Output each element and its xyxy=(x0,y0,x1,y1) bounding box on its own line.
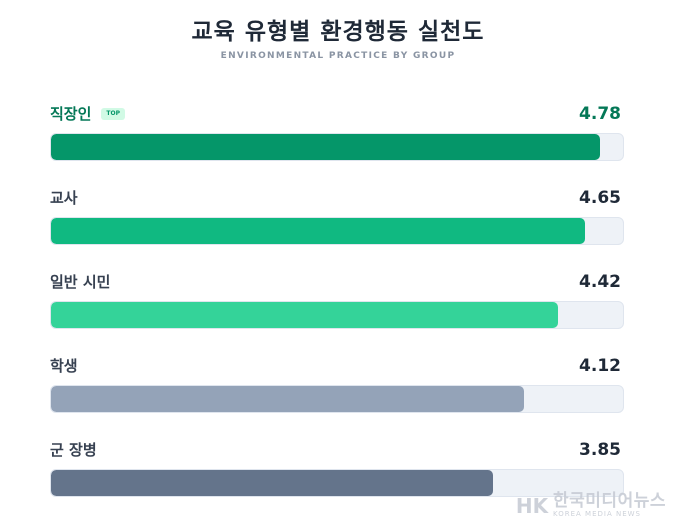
bar-row: 교사 4.65 xyxy=(50,187,625,247)
svg-text:HK: HK xyxy=(516,494,549,518)
bar-label: 군 장병 xyxy=(50,439,97,461)
chart-subtitle: ENVIRONMENTAL PRACTICE BY GROUP xyxy=(220,51,456,61)
bar-row: 학생 4.12 xyxy=(50,355,625,415)
watermark-text: 한국미디어뉴스 xyxy=(553,491,666,511)
bar-label: 직장인 TOP xyxy=(50,103,125,125)
bar xyxy=(51,134,600,160)
hk-logo-icon: HK xyxy=(516,494,549,518)
bar-track xyxy=(50,385,624,413)
data-label: 4.42 xyxy=(579,272,621,292)
bar-label: 일반 시민 xyxy=(50,271,110,293)
category-label: 교사 xyxy=(50,189,78,207)
bar-row: 군 장병 3.85 xyxy=(50,439,625,499)
bar-track xyxy=(50,217,624,245)
bar-row: 직장인 TOP 4.78 xyxy=(50,103,625,163)
category-label: 학생 xyxy=(50,357,78,375)
bar xyxy=(51,386,524,412)
bar-track xyxy=(50,133,624,161)
bar-track xyxy=(50,469,624,497)
category-label: 직장인 xyxy=(50,105,92,123)
watermark: HK 한국미디어뉴스 KOREA MEDIA NEWS xyxy=(515,488,666,522)
bar-row: 일반 시민 4.42 xyxy=(50,271,625,331)
top-badge: TOP xyxy=(101,108,125,120)
bar-label: 학생 xyxy=(50,355,78,377)
category-label: 일반 시민 xyxy=(50,273,111,291)
data-label: 4.78 xyxy=(579,104,621,124)
data-label: 4.12 xyxy=(579,356,621,376)
category-label: 군 장병 xyxy=(50,441,97,459)
watermark-subtext: KOREA MEDIA NEWS xyxy=(553,510,641,518)
bar xyxy=(51,218,585,244)
data-label: 4.65 xyxy=(579,188,621,208)
bar-track xyxy=(50,301,624,329)
bar xyxy=(51,302,559,328)
bar-label: 교사 xyxy=(50,187,78,209)
chart-title: 교육 유형별 환경행동 실천도 xyxy=(191,19,485,45)
data-label: 3.85 xyxy=(579,440,621,460)
bar xyxy=(51,470,493,496)
